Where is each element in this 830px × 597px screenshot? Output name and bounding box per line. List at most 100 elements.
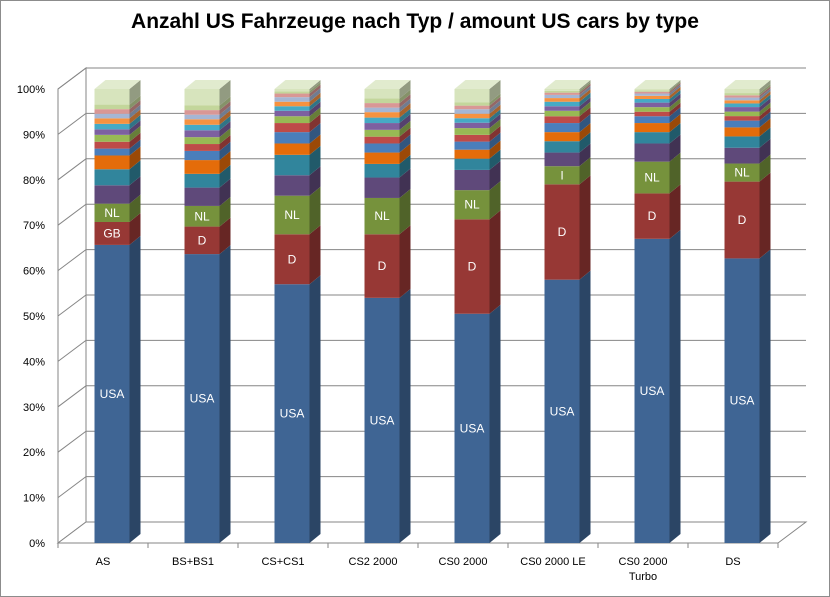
segment-side — [309, 80, 321, 92]
segment-side — [129, 160, 141, 186]
segment-front — [634, 116, 670, 124]
segment-front — [274, 143, 310, 155]
bar-segment — [184, 121, 231, 138]
segment-side — [669, 84, 681, 96]
segment-side — [399, 168, 411, 198]
segment-side — [489, 80, 501, 103]
segment-front — [364, 234, 400, 298]
bar-segment — [544, 107, 591, 124]
segment-front — [274, 97, 310, 102]
segment-side — [579, 123, 591, 142]
data-label: NL — [734, 166, 750, 180]
segment-front — [724, 93, 760, 96]
bar-segment — [274, 114, 321, 133]
segment-front — [184, 119, 220, 125]
bar-segment — [544, 81, 591, 93]
gridline — [57, 339, 806, 362]
segment-side — [489, 93, 501, 106]
segment-front — [364, 112, 400, 118]
bar-segment: USA — [184, 245, 231, 543]
y-tick-label: 80% — [23, 175, 45, 187]
segment-side — [399, 134, 411, 153]
data-label: USA — [550, 404, 575, 418]
bar-segment — [274, 123, 321, 144]
segment-front — [724, 111, 760, 117]
y-tick-label: 50% — [23, 311, 45, 323]
segment-side — [579, 80, 591, 91]
bar-segment — [544, 80, 591, 91]
segment-side — [309, 114, 321, 133]
bar-segment — [364, 120, 411, 137]
data-label: USA — [730, 394, 755, 408]
segment-side — [759, 138, 771, 164]
segment-top — [634, 80, 681, 89]
segment-front — [634, 93, 670, 96]
segment-front — [364, 152, 400, 164]
bar-segment — [544, 92, 591, 107]
segment-side — [489, 140, 501, 159]
bar-segment — [364, 89, 411, 104]
segment-front — [634, 107, 670, 112]
bar-segment: USA — [94, 235, 141, 543]
bar-segment — [634, 107, 681, 124]
segment-front — [94, 221, 130, 245]
segment-side — [129, 109, 141, 124]
segment-side — [489, 210, 501, 314]
bar-segment — [724, 86, 771, 98]
segment-side — [399, 114, 411, 130]
x-category-label: Turbo — [629, 571, 657, 583]
segment-front — [544, 89, 580, 91]
segment-side — [129, 104, 141, 119]
segment-side — [489, 100, 501, 114]
data-label: D — [648, 209, 657, 223]
segment-front — [364, 163, 400, 178]
segment-front — [634, 90, 670, 92]
segment-side — [669, 80, 681, 91]
segment-side — [399, 143, 411, 164]
segment-side — [579, 157, 591, 185]
segment-front — [364, 136, 400, 144]
bar-segment: NL — [274, 186, 321, 235]
y-tick-label: 60% — [23, 266, 45, 278]
segment-front — [454, 190, 490, 220]
bar-segment: NL — [184, 196, 231, 227]
data-label: USA — [280, 407, 305, 421]
bar-segment — [454, 125, 501, 142]
segment-side — [579, 97, 591, 111]
segment-side — [759, 86, 771, 98]
segment-side — [399, 94, 411, 108]
segment-side — [399, 288, 411, 543]
x-category-label: CS0 2000 — [619, 556, 668, 568]
segment-front — [364, 129, 400, 137]
segment-side — [579, 143, 591, 167]
segment-side — [129, 80, 141, 105]
gridline — [57, 294, 806, 317]
bar-segment — [274, 166, 321, 196]
segment-side — [219, 217, 231, 255]
bar-segment: D — [634, 184, 681, 239]
segment-side — [309, 82, 321, 94]
bar-segment: NL — [724, 154, 771, 182]
bar-segment — [724, 111, 771, 128]
segment-side — [759, 80, 771, 94]
segment-front — [184, 226, 220, 255]
segment-front — [454, 113, 490, 119]
segment-front — [544, 184, 580, 280]
data-label: USA — [190, 392, 215, 406]
segment-side — [129, 176, 141, 204]
segment-side — [219, 110, 231, 125]
segment-front — [94, 109, 130, 114]
segment-side — [489, 104, 501, 119]
segment-side — [219, 196, 231, 227]
segment-front — [184, 114, 220, 120]
segment-front — [274, 175, 310, 196]
segment-front — [724, 107, 760, 112]
segment-side — [219, 178, 231, 206]
segment-front — [544, 98, 580, 102]
segment-front — [544, 116, 580, 124]
segment-side — [669, 184, 681, 239]
segment-side — [489, 181, 501, 220]
segment-front — [544, 94, 580, 99]
segment-side — [579, 85, 591, 99]
gridline — [57, 112, 806, 135]
